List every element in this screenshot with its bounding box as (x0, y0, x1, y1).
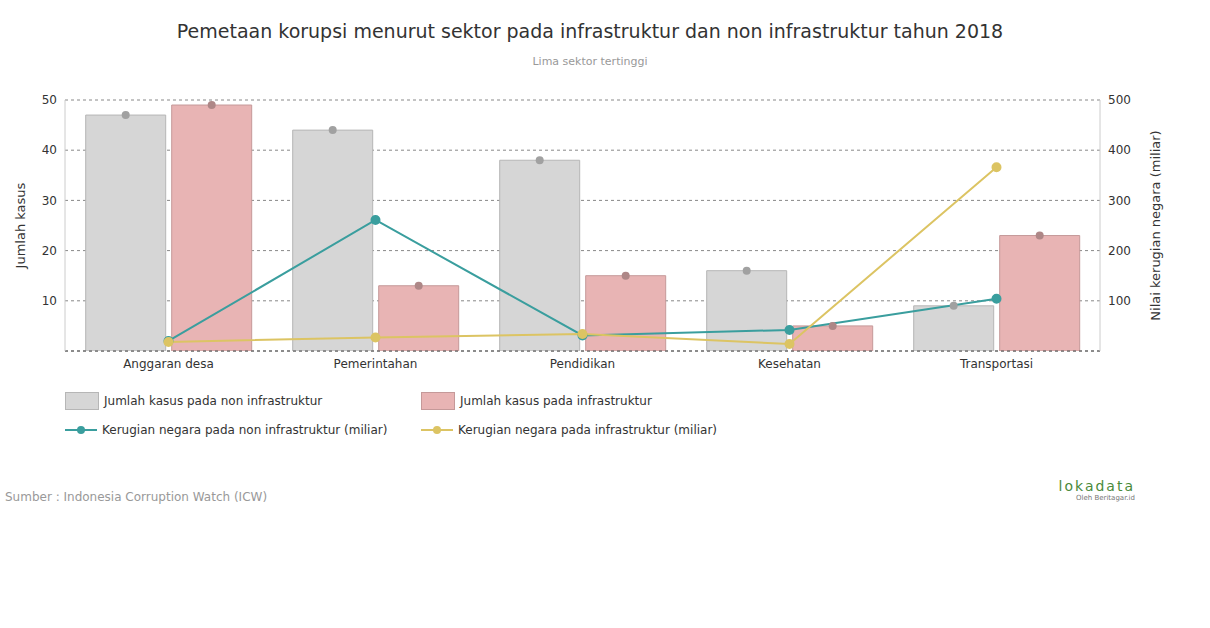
svg-text:Pemerintahan: Pemerintahan (334, 357, 418, 371)
svg-text:Nilai kerugian negara (miliar): Nilai kerugian negara (miliar) (1148, 130, 1163, 320)
svg-text:300: 300 (1108, 194, 1131, 208)
svg-text:50: 50 (42, 93, 57, 107)
svg-text:Jumlah kasus: Jumlah kasus (13, 182, 28, 269)
svg-text:10: 10 (42, 294, 57, 308)
svg-text:500: 500 (1108, 93, 1131, 107)
html-text:Sumber : Indonesia Corruption: Sumber : Indonesia Corruption Watch (ICW… (5, 490, 268, 504)
svg-text:Kesehatan: Kesehatan (758, 357, 821, 371)
svg-text:Anggaran desa: Anggaran desa (123, 357, 214, 371)
html-text:Oleh Beritagar.id: Oleh Beritagar.id (1076, 494, 1135, 502)
html-text:Pemetaan korupsi menurut sekto: Pemetaan korupsi menurut sektor pada inf… (176, 20, 1004, 42)
svg-text:40: 40 (42, 143, 57, 157)
svg-text:30: 30 (42, 194, 57, 208)
html-text:lokadata: lokadata (1058, 478, 1135, 494)
html-text:Kerugian negara pada non infra: Kerugian negara pada non infrastruktur (… (102, 423, 388, 437)
html-text:Kerugian negara pada infrastru: Kerugian negara pada infrastruktur (mili… (458, 423, 717, 437)
html-text:Jumlah kasus pada infrastruktu: Jumlah kasus pada infrastruktur (460, 394, 652, 408)
html-text:Lima sektor tertinggi: Lima sektor tertinggi (532, 55, 648, 68)
svg-text:100: 100 (1108, 294, 1131, 308)
svg-text:Transportasi: Transportasi (959, 357, 1033, 371)
svg-text:200: 200 (1108, 244, 1131, 258)
svg-text:400: 400 (1108, 143, 1131, 157)
html-text:Jumlah kasus pada non infrastr: Jumlah kasus pada non infrastruktur (104, 394, 323, 408)
svg-text:20: 20 (42, 244, 57, 258)
svg-text:Pendidikan: Pendidikan (550, 357, 615, 371)
